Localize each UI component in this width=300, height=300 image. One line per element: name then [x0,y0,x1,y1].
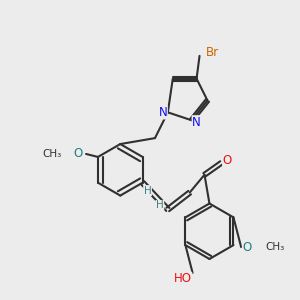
Text: HO: HO [174,272,192,285]
Text: CH₃: CH₃ [265,242,284,252]
Text: O: O [242,241,252,254]
Text: H: H [156,200,164,211]
Text: O: O [74,148,83,160]
Text: H: H [144,186,152,196]
Text: N: N [158,106,167,119]
Text: CH₃: CH₃ [42,149,61,159]
Text: N: N [192,116,201,129]
Text: O: O [223,154,232,167]
Text: Br: Br [206,46,219,59]
